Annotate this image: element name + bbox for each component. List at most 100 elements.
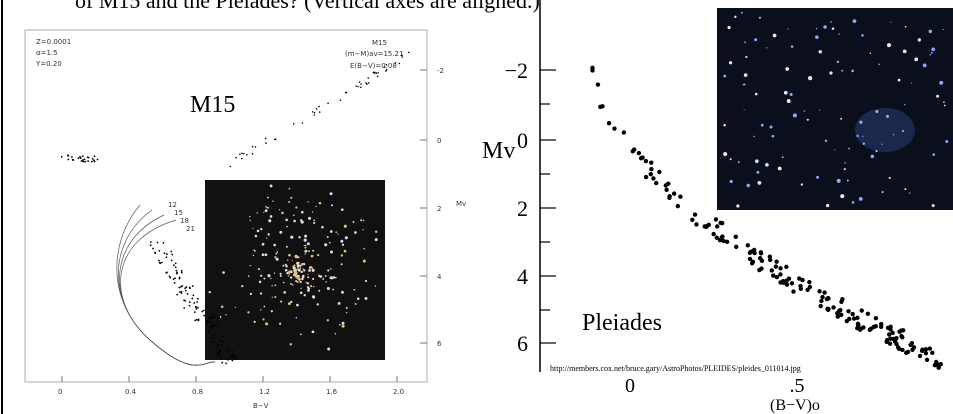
star-dot (780, 278, 786, 284)
star-dot (932, 362, 938, 368)
photo-star (792, 113, 797, 118)
star-dot (774, 259, 779, 264)
photo-star (932, 153, 936, 156)
star-dot (235, 156, 237, 159)
star-dot (797, 276, 802, 281)
y-tick-label: −2 (505, 58, 528, 83)
star-dot (678, 194, 683, 199)
star-dot (185, 286, 188, 288)
star-dot (358, 81, 361, 83)
photo-star (293, 264, 296, 267)
star-dot (805, 287, 810, 293)
photo-star (282, 264, 285, 267)
photo-star (254, 234, 258, 238)
star-dot (724, 239, 730, 244)
star-dot (208, 317, 211, 319)
photo-star (309, 266, 313, 269)
star-dot (789, 281, 795, 286)
photo-star (930, 51, 933, 54)
photo-star (339, 323, 341, 326)
star-dot (694, 222, 699, 227)
star-dot (917, 353, 923, 359)
photo-star (345, 311, 348, 314)
x-tick-label: 0 (58, 388, 62, 396)
photo-star (363, 247, 365, 250)
star-dot (67, 155, 70, 157)
star-dot (149, 241, 152, 243)
star-dot (606, 120, 612, 126)
star-dot (894, 341, 899, 347)
photo-star (262, 318, 265, 321)
photo-star (305, 281, 307, 284)
photo-star (843, 168, 846, 171)
photo-star (290, 196, 293, 199)
photo-star (295, 206, 298, 209)
photo-star (282, 281, 285, 284)
y-tick-label: 6 (437, 340, 442, 348)
star-dot (172, 278, 175, 281)
photo-star (324, 243, 328, 247)
star-dot (871, 324, 876, 330)
star-dot (401, 56, 403, 58)
m15-panel: B−V Mv M15 (m−M)av=15.21 E(B−V)=0.08 M15… (1, 0, 466, 414)
star-dot (385, 63, 388, 66)
photo-star (910, 82, 912, 84)
star-dot (274, 138, 277, 140)
photo-star (256, 229, 260, 233)
star-dot (165, 256, 168, 259)
photo-star (259, 292, 263, 295)
photo-star (806, 118, 809, 121)
star-dot (233, 357, 236, 360)
star-dot (159, 262, 162, 265)
x-tick-label: 2.0 (393, 388, 404, 396)
star-dot (72, 159, 75, 161)
photo-star (299, 291, 303, 295)
photo-star (852, 19, 857, 23)
x-tick-label: 0 (625, 375, 635, 397)
photo-star (287, 302, 291, 306)
photo-star (343, 224, 347, 228)
star-dot (70, 156, 73, 158)
star-dot (212, 324, 214, 326)
photo-star (264, 253, 268, 257)
photo-star (743, 109, 745, 111)
star-dot (824, 296, 830, 302)
star-dot (208, 330, 210, 333)
photo-star (275, 257, 279, 261)
star-dot (315, 108, 318, 110)
star-dot (174, 277, 176, 280)
photo-star (340, 254, 343, 257)
photo-star (304, 253, 306, 255)
photo-star (840, 117, 843, 120)
star-dot (162, 241, 165, 244)
photo-star (300, 270, 303, 274)
panel-label: M15 (190, 92, 235, 118)
star-dot (184, 287, 186, 290)
photo-star (317, 253, 320, 257)
photo-star (299, 333, 302, 336)
photo-star (304, 234, 308, 238)
star-dot (715, 224, 720, 229)
photo-star (304, 249, 308, 253)
photo-star (303, 245, 305, 247)
photo-star (274, 284, 277, 287)
star-dot (180, 290, 183, 293)
star-dot (344, 91, 347, 94)
star-dot (87, 160, 90, 163)
photo-star (260, 309, 262, 311)
star-dot (376, 75, 379, 78)
photo-star (288, 253, 291, 257)
star-dot (720, 234, 725, 239)
cluster-name: M15 (372, 39, 387, 47)
x-tick-label: .5 (790, 375, 805, 397)
star-dot (225, 362, 227, 365)
photo-star (364, 297, 368, 300)
credit-box (548, 362, 938, 374)
star-dot (372, 71, 375, 74)
photo-star (297, 268, 300, 271)
x-axis-label: (B−V)o (770, 397, 820, 414)
photo-star (851, 69, 854, 73)
photo-star (241, 284, 244, 288)
star-dot (774, 274, 780, 280)
photo-star (327, 269, 330, 272)
